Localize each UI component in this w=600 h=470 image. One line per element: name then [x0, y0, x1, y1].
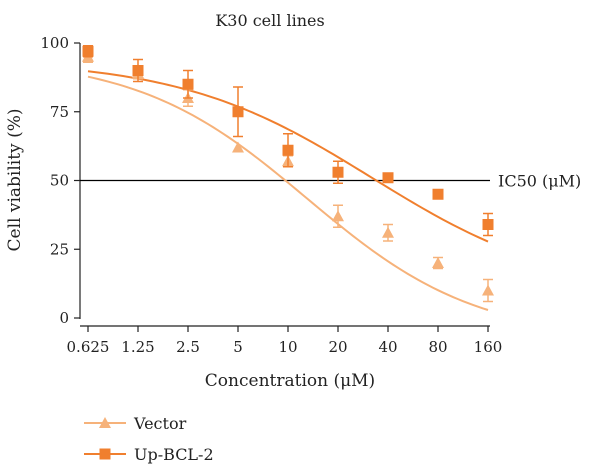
y-tick-label: 50: [50, 172, 69, 190]
x-tick-label: 160: [474, 338, 503, 356]
data-point-up-bcl-2: [482, 219, 494, 230]
chart-title: K30 cell lines: [215, 11, 324, 30]
y-axis-label: Cell viability (%): [5, 109, 25, 252]
data-point-vector: [382, 226, 394, 238]
y-tick-label: 100: [40, 34, 69, 52]
x-tick-label: 0.625: [67, 338, 110, 356]
reference-line-group: IC50 (μM): [80, 172, 581, 191]
legend-marker-up-bcl-2: [99, 448, 111, 460]
ic50-label: IC50 (μM): [498, 172, 581, 191]
data-point-up-bcl-2: [282, 144, 294, 156]
x-tick-label: 80: [428, 338, 447, 356]
fit-curves: [87, 70, 489, 311]
y-tick-label: 25: [50, 240, 69, 258]
data-point-up-bcl-2: [432, 188, 444, 200]
data-point-vector: [232, 141, 244, 153]
data-point-up-bcl-2: [182, 78, 194, 90]
x-tick-label: 5: [233, 338, 243, 356]
y-tick-label: 75: [50, 103, 69, 121]
x-tick-label: 40: [378, 338, 397, 356]
x-tick-label: 10: [278, 338, 297, 356]
x-tick-label: 20: [328, 338, 347, 356]
data-point-up-bcl-2: [132, 65, 144, 76]
legend-marker-vector: [99, 417, 111, 428]
data-points: [82, 45, 494, 303]
fit-curve-vector: [87, 75, 489, 311]
fit-curve-up-bcl-2: [87, 70, 489, 243]
data-point-up-bcl-2: [82, 45, 94, 57]
y-tick-label: 0: [59, 309, 69, 327]
data-point-up-bcl-2: [332, 166, 344, 178]
x-axis-label: Concentration (μM): [205, 371, 375, 391]
data-point-up-bcl-2: [232, 106, 244, 118]
y-axis-ticks: 0 25 50 75 100: [40, 34, 80, 327]
data-point-vector: [482, 284, 494, 296]
legend-label-up-bcl-2: Up-BCL-2: [134, 445, 214, 464]
x-tick-label: 1.25: [121, 338, 154, 356]
x-tick-label: 2.5: [176, 338, 200, 356]
legend: Vector Up-BCL-2: [84, 414, 214, 464]
data-point-up-bcl-2: [382, 172, 394, 184]
data-point-vector: [332, 210, 344, 222]
x-axis-ticks: 0.625 1.25 2.5 5 10 20 40 80 160: [67, 326, 503, 356]
legend-label-vector: Vector: [133, 414, 187, 433]
data-point-vector: [432, 257, 444, 268]
axes: [79, 43, 490, 327]
